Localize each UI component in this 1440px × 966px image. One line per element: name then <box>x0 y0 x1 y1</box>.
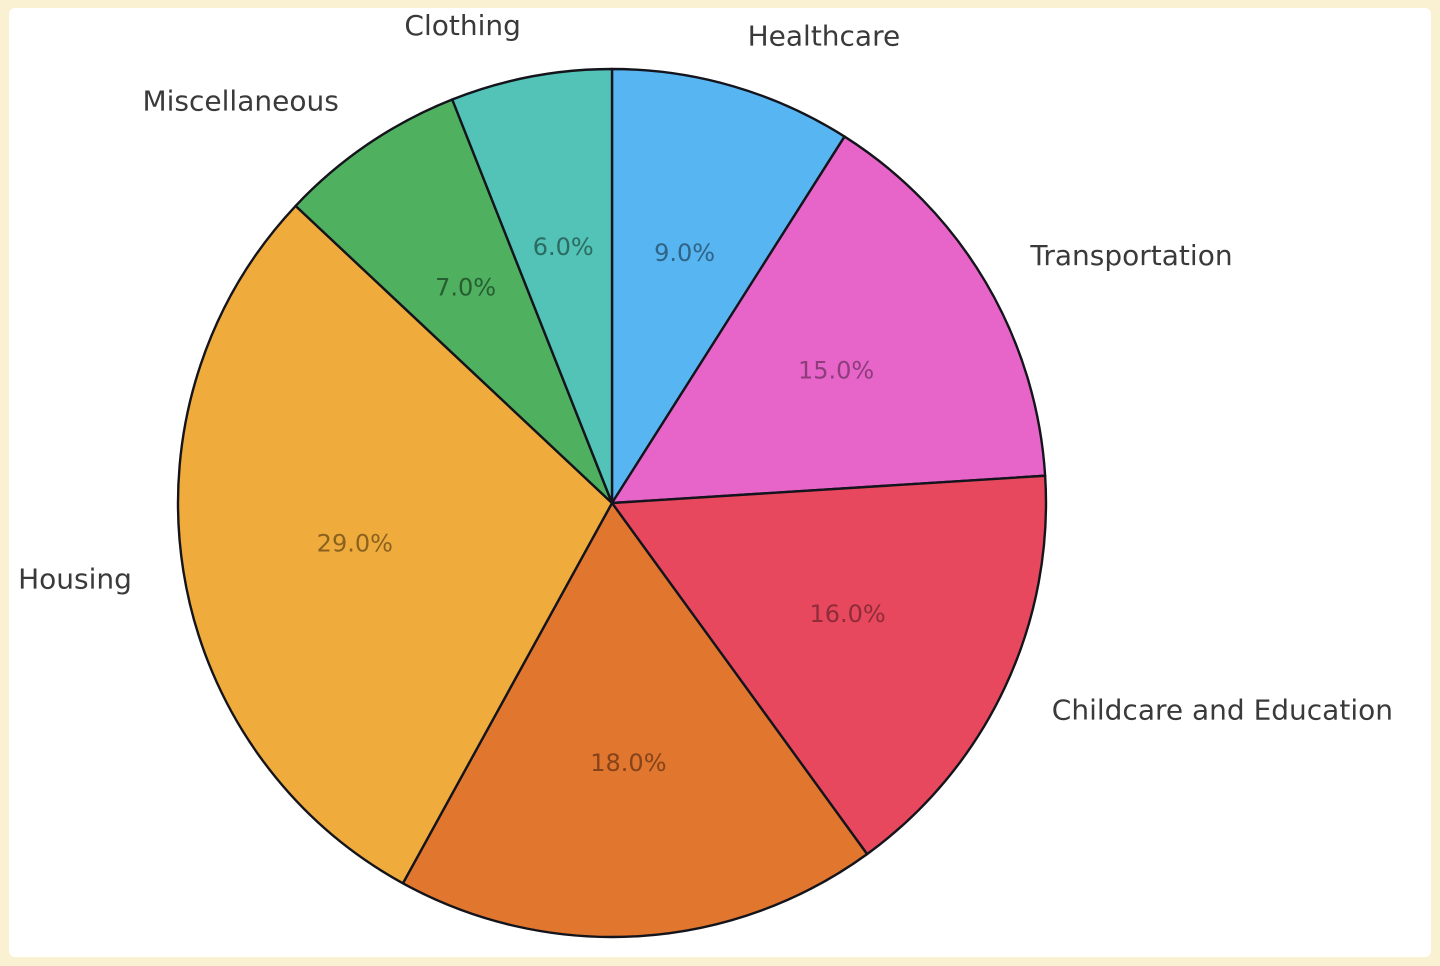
pie-percentage-miscellaneous: 7.0% <box>435 274 496 302</box>
pie-percentage-housing: 29.0% <box>317 530 393 558</box>
pie-label-healthcare: Healthcare <box>748 20 901 53</box>
pie-percentage-clothing: 6.0% <box>533 233 594 261</box>
pie-slice-childcare-and-education <box>610 474 1048 856</box>
pie-slice-unlabeled-3 <box>401 501 869 939</box>
pie-slice-transportation <box>610 135 1047 505</box>
pie-slice-healthcare <box>610 67 846 505</box>
pie-slice-housing <box>176 204 614 885</box>
pie-label-clothing: Clothing <box>404 9 520 42</box>
pie-label-miscellaneous: Miscellaneous <box>142 85 338 118</box>
pie-label-transportation: Transportation <box>1029 239 1232 272</box>
pie-percentage-childcare-and-education: 16.0% <box>809 600 885 628</box>
pie-percentage-transportation: 15.0% <box>798 356 874 384</box>
pie-slice-miscellaneous <box>294 98 614 505</box>
pie-percentage-healthcare: 9.0% <box>654 239 715 267</box>
pie-label-housing: Housing <box>18 563 132 596</box>
pie-slice-clothing <box>451 67 614 505</box>
pie-percentage-unlabeled-3: 18.0% <box>590 749 666 777</box>
pie-label-childcare-and-education: Childcare and Education <box>1052 694 1393 727</box>
